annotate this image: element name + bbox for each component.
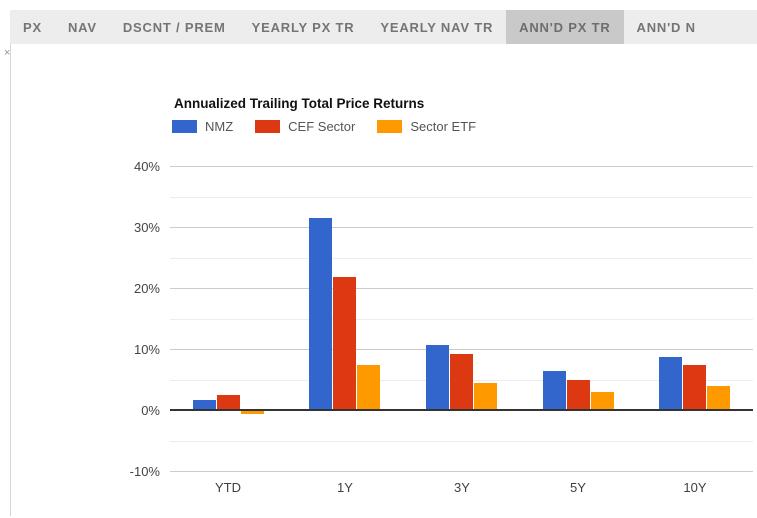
legend-label-cef-sector: CEF Sector [288, 119, 356, 134]
bar-nmz-3y[interactable] [426, 345, 449, 410]
y-axis-label--10: -10% [129, 464, 160, 479]
bar-cef-sector-ytd[interactable] [217, 395, 240, 410]
legend-label-nmz: NMZ [205, 119, 234, 134]
chart-title: Annualized Trailing Total Price Returns [174, 96, 425, 111]
legend-swatch-cef-sector [255, 120, 281, 133]
bar-nmz-ytd[interactable] [193, 400, 216, 410]
y-axis-label-10: 10% [133, 342, 160, 357]
gridline-minor-15 [170, 319, 753, 320]
y-axis-label-20: 20% [133, 281, 160, 296]
bar-cef-sector-5y[interactable] [567, 380, 590, 411]
legend-item-sector-etf: Sector ETF [377, 119, 476, 134]
tab-yearly-px-tr[interactable]: YEARLY PX TR [251, 19, 355, 35]
broken-image-icon: × [4, 47, 11, 59]
chart-legend: NMZ CEF Sector Sector ETF [172, 119, 476, 134]
x-axis-label-3y: 3Y [454, 480, 470, 495]
legend-swatch-sector-etf [377, 120, 403, 133]
bar-nmz-10y[interactable] [659, 357, 682, 410]
content-left-border [10, 44, 11, 516]
gridline-10 [170, 349, 753, 350]
gridline--10 [170, 471, 753, 472]
tab-bar: PX NAV DSCNT / PREM YEARLY PX TR YEARLY NAV … [10, 10, 757, 44]
y-axis-label-30: 30% [133, 220, 160, 235]
legend-item-nmz: NMZ [172, 119, 233, 134]
bar-nmz-1y[interactable] [309, 218, 332, 410]
bar-sector-etf-5y[interactable] [591, 392, 614, 410]
x-axis-label-ytd: YTD [215, 480, 241, 495]
tab-nav[interactable]: NAV [67, 19, 97, 35]
gridline-20 [170, 288, 753, 289]
bar-cef-sector-10y[interactable] [683, 365, 706, 410]
bar-sector-etf-10y[interactable] [707, 386, 730, 410]
tab-ann-d-n[interactable]: ANN'D N [636, 19, 696, 35]
tab-yearly-nav-tr[interactable]: YEARLY NAV TR [380, 19, 494, 35]
x-axis-label-10y: 10Y [683, 480, 707, 495]
legend-label-sector-etf: Sector ETF [410, 119, 477, 134]
bar-sector-etf-3y[interactable] [474, 383, 497, 410]
bar-cef-sector-3y[interactable] [450, 354, 473, 410]
y-axis-label-0: 0% [141, 403, 160, 418]
gridline-minor--5 [170, 441, 753, 442]
x-axis-label-1y: 1Y [337, 480, 353, 495]
legend-swatch-nmz [172, 120, 197, 133]
bar-sector-etf-1y[interactable] [357, 365, 380, 410]
x-axis-label-5y: 5Y [570, 480, 586, 495]
bar-cef-sector-1y[interactable] [333, 277, 356, 410]
gridline-30 [170, 227, 753, 228]
bar-nmz-5y[interactable] [543, 371, 566, 410]
tab-px[interactable]: PX [23, 19, 42, 35]
tab-dscnt-prem[interactable]: DSCNT / PREM [122, 19, 226, 35]
tab-ann-d-px-tr[interactable]: ANN'D PX TR [506, 10, 624, 44]
legend-item-cef-sector: CEF Sector [255, 119, 355, 134]
y-axis-label-40: 40% [133, 159, 160, 174]
gridline-minor-35 [170, 197, 753, 198]
gridline-minor-25 [170, 258, 753, 259]
gridline-40 [170, 166, 753, 167]
bar-sector-etf-ytd[interactable] [241, 411, 264, 414]
